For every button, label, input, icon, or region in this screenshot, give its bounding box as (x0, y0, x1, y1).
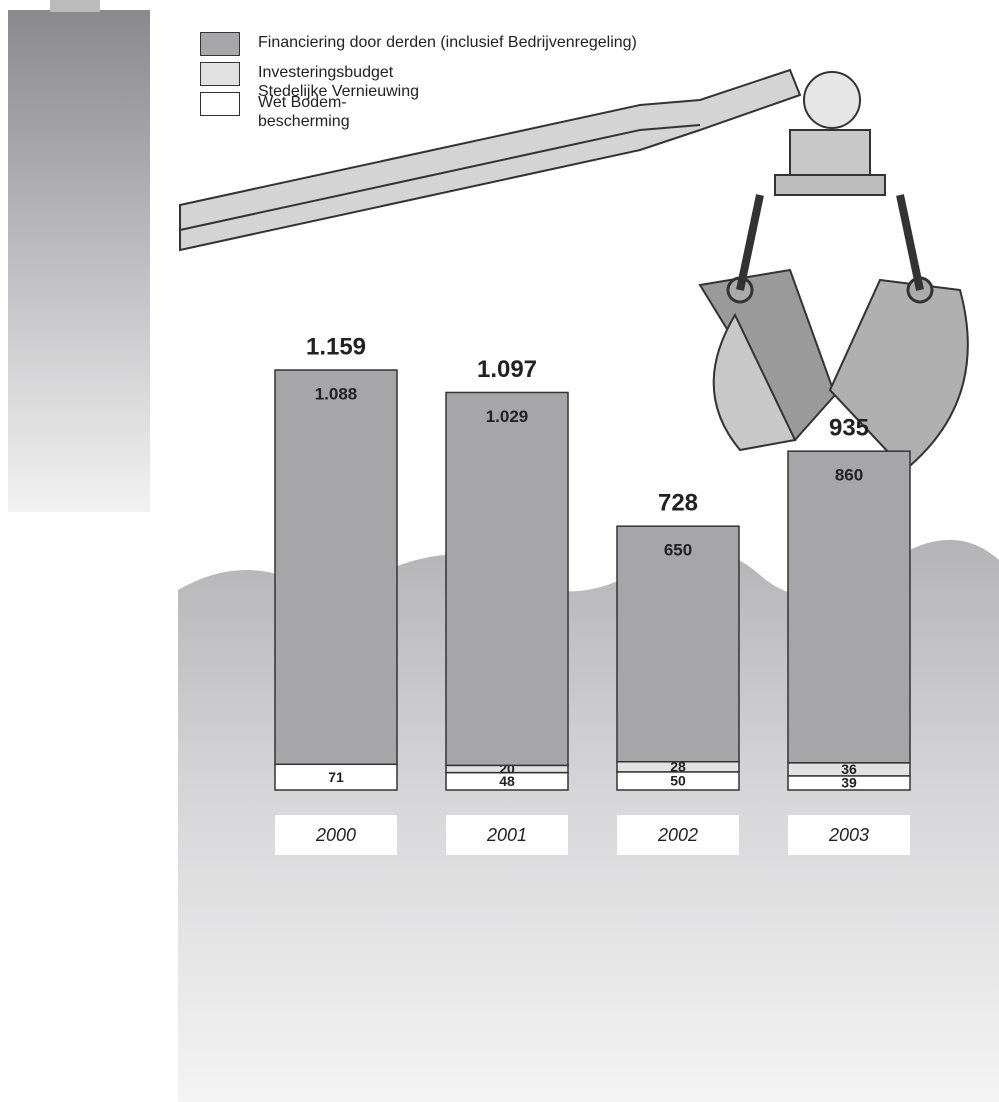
category-box (617, 815, 739, 855)
legend-label: Investeringsbudget Stedelijke Vernieuwin… (258, 64, 419, 100)
bar-segment (445, 391, 569, 767)
legend-item: Wet Bodem- bescherming (200, 92, 350, 131)
category-box (446, 815, 568, 855)
data-label: 71 (328, 769, 344, 785)
total-label: 1.097 (477, 356, 537, 383)
legend-swatch (200, 62, 240, 86)
data-label: 650 (664, 541, 692, 560)
bar-segment (787, 450, 911, 764)
data-label: 36 (841, 761, 857, 777)
data-label: 39 (841, 775, 857, 791)
category-box (788, 815, 910, 855)
legend-label: Financiering door derden (inclusief Bedr… (258, 34, 637, 51)
category-box (275, 815, 397, 855)
legend-swatch (200, 32, 240, 56)
data-label: 50 (670, 773, 686, 789)
total-label: 1.159 (306, 333, 366, 360)
data-label: 860 (835, 466, 863, 485)
legend-label: Wet Bodem- bescherming (258, 94, 350, 130)
bar-segment (274, 369, 398, 766)
data-label: 1.088 (315, 384, 358, 403)
legend-swatch (200, 92, 240, 116)
data-label: 1.029 (486, 407, 529, 426)
legend-item: Investeringsbudget Stedelijke Vernieuwin… (200, 62, 419, 101)
x-tick-label: 2001 (486, 825, 527, 845)
x-tick-label: 2000 (315, 825, 356, 845)
total-label: 728 (658, 490, 698, 517)
total-label: 935 (829, 415, 869, 442)
data-label: 28 (670, 759, 686, 775)
x-tick-label: 2002 (657, 825, 698, 845)
legend-item: Financiering door derden (inclusief Bedr… (200, 32, 637, 56)
data-label: 48 (499, 773, 515, 789)
x-tick-label: 2003 (828, 825, 869, 845)
bar-segment (616, 525, 740, 763)
